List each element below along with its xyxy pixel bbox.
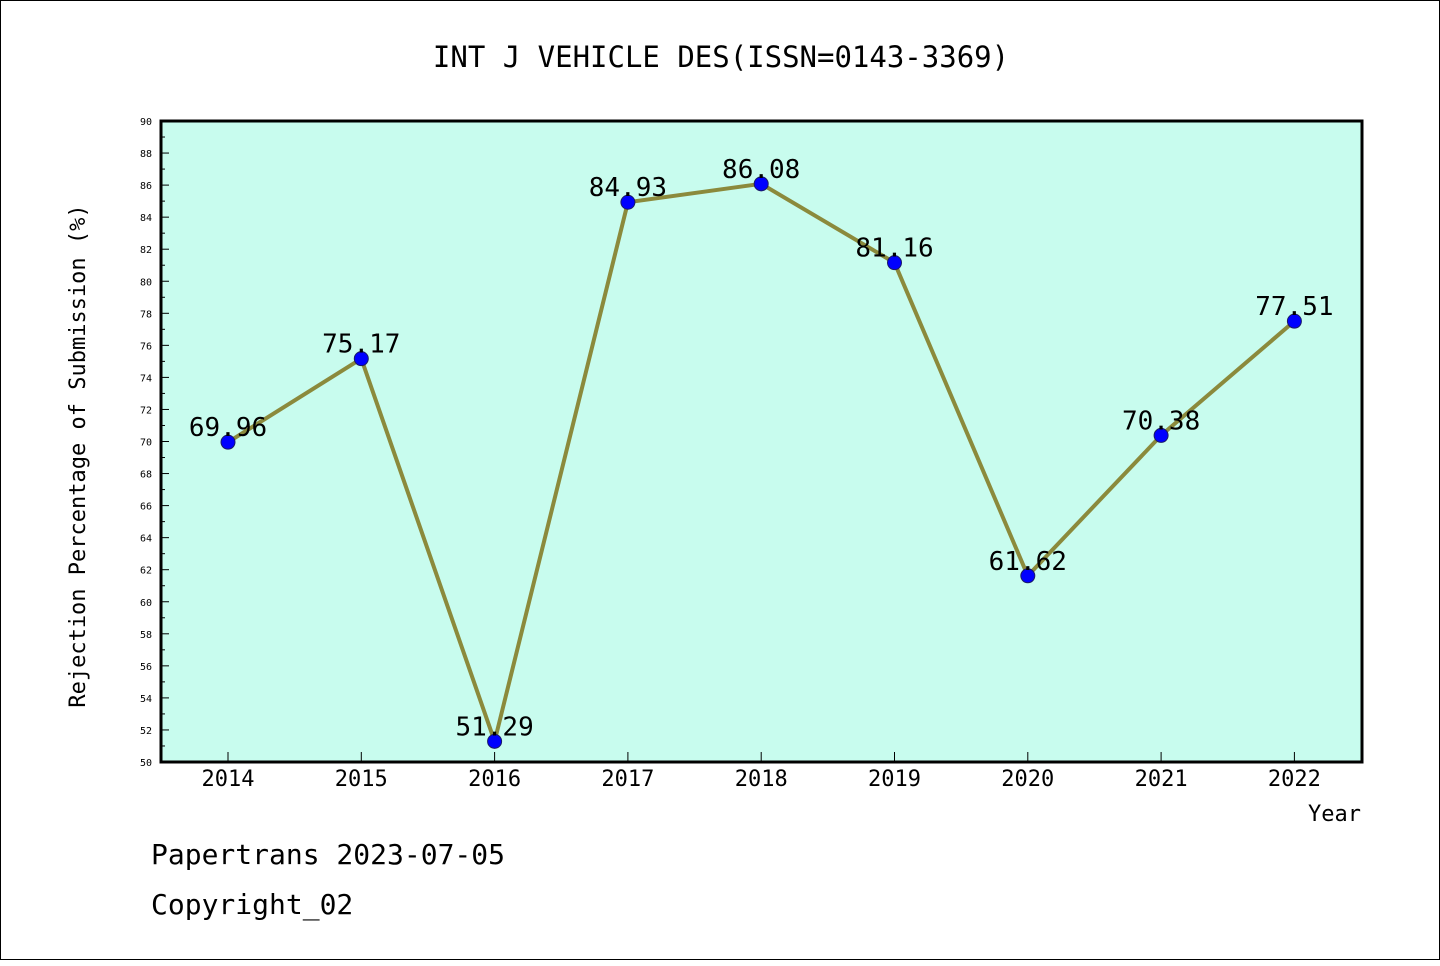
y-tick-label: 84 [140, 213, 152, 224]
data-label: 81.16 [855, 234, 933, 264]
plot-area [159, 119, 1364, 764]
chart-title: INT J VEHICLE DES(ISSN=0143-3369) [433, 40, 1009, 74]
y-tick-label: 72 [140, 405, 152, 416]
y-tick-label: 62 [140, 566, 152, 577]
footer-date: Papertrans 2023-07-05 [151, 838, 505, 871]
data-point [487, 733, 503, 749]
data-point [220, 434, 236, 450]
data-point [1020, 568, 1036, 584]
x-axis-label: Year [1308, 802, 1361, 827]
y-tick-label: 86 [140, 181, 152, 192]
data-point [620, 194, 636, 210]
x-tick-label: 2021 [1135, 767, 1188, 792]
y-tick-label: 74 [140, 373, 152, 384]
x-axis: 2014 2015 2016 2017 2018 2019 2020 2021 2022 [202, 752, 1321, 792]
data-label: 61.62 [989, 547, 1067, 577]
data-point [1286, 313, 1302, 329]
x-tick-label: 2015 [335, 767, 388, 792]
data-label: 51.29 [455, 712, 533, 742]
x-tick-label: 2020 [1001, 767, 1054, 792]
y-tick-label: 52 [140, 726, 152, 737]
y-axis-label: Rejection Percentage of Submission (%) [66, 204, 91, 707]
data-label: 69.96 [189, 413, 267, 443]
footer-copyright: Copyright_02 [151, 888, 353, 922]
y-tick-label: 68 [140, 470, 152, 481]
y-tick-label: 80 [140, 277, 152, 288]
y-tick-label: 70 [140, 438, 152, 449]
y-tick-label: 78 [140, 309, 152, 320]
y-tick-label: 64 [140, 534, 152, 545]
data-point [353, 351, 369, 367]
data-label: 70.38 [1122, 406, 1200, 436]
y-tick-label: 90 [140, 117, 152, 128]
data-point [753, 176, 769, 192]
data-label: 75.17 [322, 330, 400, 360]
data-points [220, 176, 1302, 749]
x-tick-label: 2014 [202, 767, 255, 792]
data-label: 84.93 [589, 173, 667, 203]
y-tick-label: 60 [140, 598, 152, 609]
x-tick-label: 2019 [868, 767, 921, 792]
y-axis: 50 52 54 56 58 60 62 64 66 68 70 72 74 76 78 80 82 84 86 88… [140, 117, 169, 769]
data-point [887, 255, 902, 271]
y-tick-label: 82 [140, 245, 152, 256]
y-tick-label: 54 [140, 694, 152, 705]
x-tick-label: 2018 [735, 767, 788, 792]
data-point [1153, 427, 1169, 443]
data-label: 77.51 [1255, 292, 1333, 322]
x-tick-label: 2016 [468, 767, 521, 792]
data-label: 86.08 [722, 155, 800, 185]
x-tick-label: 2022 [1268, 767, 1321, 792]
x-tick-label: 2017 [601, 767, 654, 792]
y-tick-label: 58 [140, 630, 152, 641]
data-labels: 69.96 75.17 51.29 84.93 86.08 81.16 61.62 70.38… [189, 155, 1334, 743]
y-tick-label: 66 [140, 502, 152, 513]
y-tick-label: 76 [140, 341, 152, 352]
y-tick-label: 88 [140, 149, 152, 160]
y-tick-label: 56 [140, 662, 152, 673]
y-tick-label: 50 [140, 758, 152, 769]
